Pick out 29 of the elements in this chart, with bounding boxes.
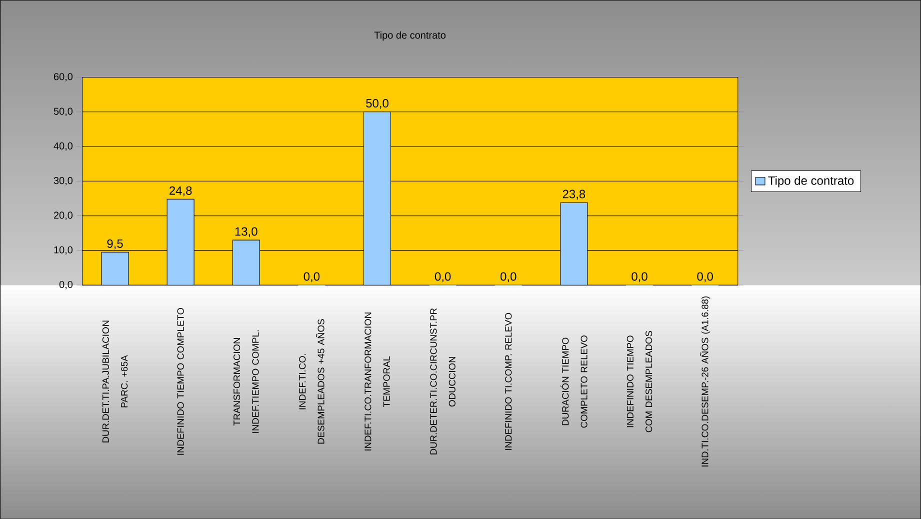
x-tick-label: INDEFINIDO TIEMPO COMPLETO (177, 308, 184, 455)
y-tick-label: 50,0 (54, 108, 73, 116)
y-tick-label: 0,0 (59, 280, 73, 290)
y-tick-label: 40,0 (54, 142, 73, 151)
data-label: 23,8 (562, 190, 586, 200)
category-label: DUR.DETER.TI.CO.CIRCUNST.PR ODUCCION (430, 308, 456, 454)
data-label: 0,0 (500, 272, 516, 282)
x-tick-label: INDEFINIDO TI.COMP. RELEVO (505, 312, 512, 450)
legend-label: Tipo de contrato (768, 176, 854, 188)
category-label: INDEF.TI.CO.TRANFORMACION TEMPORAL (364, 312, 390, 450)
data-label: 50,0 (366, 98, 388, 109)
y-tick-label: 10,0 (54, 246, 73, 254)
y-tick-label: 20,0 (54, 212, 73, 220)
category-label: INDEFINIDO TIEMPO COM DESEMPLEADOS (626, 330, 652, 432)
data-label: 13,0 (235, 227, 258, 238)
data-label: 0,0 (304, 272, 320, 282)
chart-title: Tipo de contrato (374, 31, 446, 41)
data-label: 0,0 (697, 272, 713, 282)
category-label: TRANSFORMACION INDEF.TIEMPO COMPL. (234, 330, 259, 433)
data-label: 24,8 (170, 186, 192, 196)
category-label: DUR.DET.TI.PA.JUBILACION PARC. +65A (102, 320, 128, 442)
data-label: 0,0 (632, 272, 648, 282)
x-tick-label: INDEF.TI.CO. DESEMPLEADOS +45 AÑOS (299, 319, 324, 444)
data-label: 9,5 (107, 239, 123, 250)
category-label: DURACIÓN TIEMPO COMPLETO RELEVO (560, 335, 588, 428)
y-tick-label: 60,0 (54, 72, 73, 82)
data-label: 0,0 (434, 272, 451, 282)
x-tick-label: IND.TI.CO.DESEMP.-26 AÑOS (A1.6.88) (700, 296, 710, 466)
y-tick-label: 30,0 (54, 176, 73, 186)
